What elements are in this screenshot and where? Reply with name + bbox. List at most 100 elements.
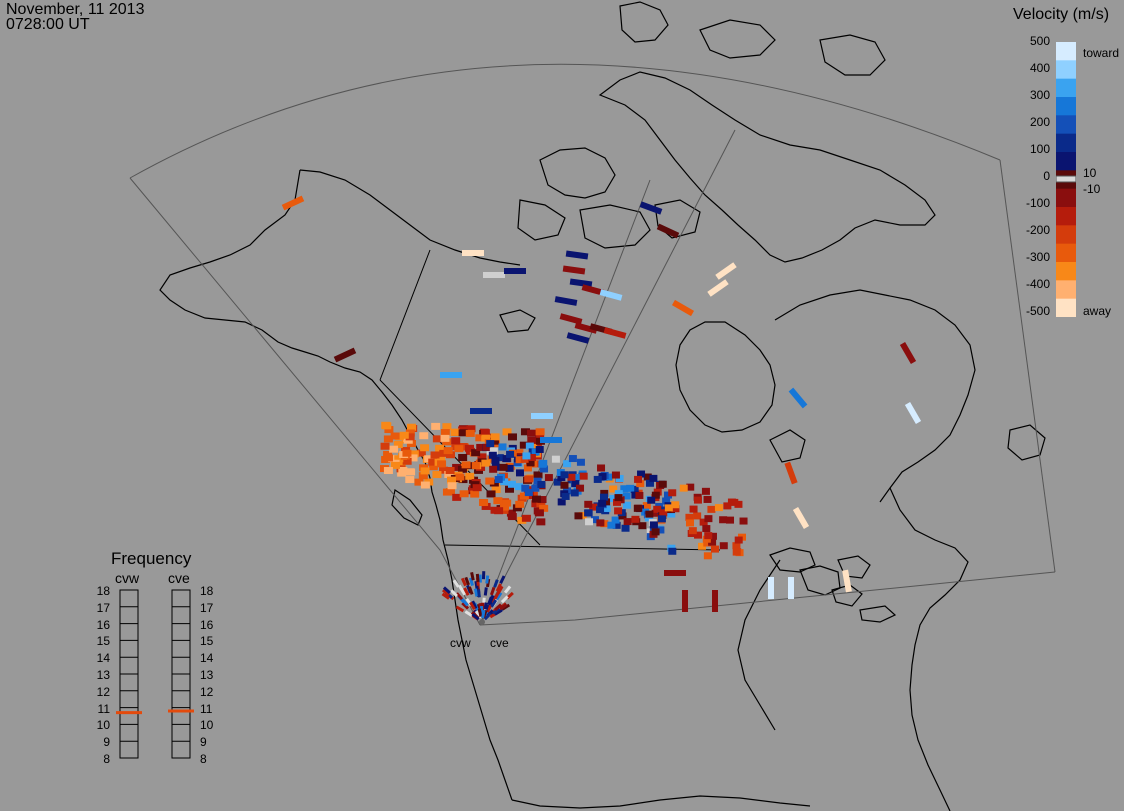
velocity-cell bbox=[489, 437, 499, 445]
frequency-tick-label: 9 bbox=[200, 735, 207, 750]
velocity-tick-label: -400 bbox=[1025, 277, 1050, 291]
velocity-cell bbox=[612, 498, 621, 506]
velocity-cell bbox=[505, 485, 515, 493]
near-range-cell bbox=[501, 603, 511, 611]
velocity-cell bbox=[682, 590, 688, 612]
velocity-cell bbox=[490, 433, 500, 441]
velocity-cell bbox=[566, 332, 590, 344]
velocity-cell bbox=[656, 223, 680, 239]
velocity-cell bbox=[649, 474, 658, 482]
frequency-tick-label: 12 bbox=[96, 684, 110, 699]
velocity-cell bbox=[899, 341, 917, 365]
velocity-cell bbox=[489, 479, 499, 487]
velocity-cell bbox=[464, 444, 474, 452]
velocity-cell bbox=[446, 476, 456, 484]
velocity-tick-label: 100 bbox=[1029, 142, 1050, 156]
velocity-cell bbox=[668, 489, 677, 497]
near-range-cell bbox=[488, 594, 495, 604]
velocity-cell bbox=[458, 429, 468, 437]
velocity-cell bbox=[439, 466, 449, 474]
near-range-cell bbox=[477, 589, 481, 598]
velocity-cell bbox=[521, 514, 531, 522]
near-range-cell bbox=[492, 607, 501, 615]
toward-label: toward bbox=[1083, 46, 1120, 60]
velocity-cell bbox=[402, 449, 412, 457]
frequency-tick-label: 9 bbox=[103, 735, 110, 750]
velocity-cell bbox=[502, 455, 511, 463]
near-range-cell bbox=[441, 592, 450, 600]
velocity-cell bbox=[792, 506, 810, 530]
velocity-cell bbox=[727, 498, 736, 506]
velocity-cell bbox=[842, 569, 852, 593]
velocity-cell bbox=[444, 470, 454, 478]
velocity-cell bbox=[614, 494, 623, 502]
velocity-cell bbox=[614, 490, 623, 498]
velocity-cell bbox=[445, 466, 455, 474]
velocity-cell bbox=[689, 505, 698, 513]
velocity-cell bbox=[420, 481, 430, 489]
velocity-cell bbox=[405, 468, 415, 476]
near-range-cell bbox=[464, 576, 470, 586]
frequency-tick-label: 10 bbox=[200, 718, 214, 733]
colorbar-segment bbox=[1056, 115, 1076, 135]
velocity-cell bbox=[560, 471, 569, 479]
colorbar-segment bbox=[1056, 78, 1076, 98]
frequency-tick-label: 14 bbox=[200, 651, 214, 666]
velocity-cell bbox=[904, 401, 922, 425]
velocity-cell bbox=[534, 509, 544, 517]
date-label: November, 11 2013 bbox=[6, 1, 145, 18]
velocity-cell bbox=[631, 491, 640, 499]
velocity-cell bbox=[701, 487, 710, 495]
velocity-cell bbox=[567, 473, 576, 481]
velocity-tick-label: 300 bbox=[1029, 88, 1050, 102]
velocity-cell bbox=[506, 450, 515, 458]
velocity-cell bbox=[457, 465, 467, 473]
velocity-cell bbox=[527, 453, 536, 461]
velocity-cell bbox=[455, 473, 465, 481]
frequency-tick-label: 8 bbox=[200, 752, 207, 766]
velocity-cell bbox=[482, 443, 491, 451]
velocity-cell bbox=[596, 519, 605, 527]
near-range-cell bbox=[489, 586, 496, 596]
near-range-cell bbox=[494, 603, 503, 612]
velocity-cell bbox=[596, 506, 605, 514]
colorbar-segment bbox=[1056, 152, 1076, 171]
velocity-cell bbox=[485, 477, 495, 485]
near-range-cell bbox=[471, 613, 480, 621]
velocity-cell bbox=[519, 441, 529, 449]
velocity-cell bbox=[734, 500, 743, 508]
velocity-cell bbox=[405, 433, 415, 441]
velocity-cell bbox=[507, 513, 517, 521]
velocity-cell bbox=[535, 432, 545, 440]
velocity-cell bbox=[488, 451, 497, 459]
velocity-cell bbox=[659, 509, 668, 517]
velocity-cell bbox=[498, 443, 507, 451]
velocity-cell bbox=[560, 481, 569, 489]
velocity-cell bbox=[527, 429, 537, 437]
near-range-cell bbox=[442, 588, 451, 597]
velocity-cell bbox=[470, 490, 480, 498]
velocity-cell bbox=[611, 471, 620, 479]
near-range-cell bbox=[490, 599, 498, 608]
velocity-cell bbox=[515, 500, 525, 508]
velocity-cell bbox=[658, 480, 667, 488]
near-range-cell bbox=[457, 584, 465, 593]
velocity-cell bbox=[515, 483, 524, 491]
velocity-cell bbox=[446, 451, 456, 459]
velocity-cell bbox=[281, 195, 305, 211]
near-range-cell bbox=[477, 608, 483, 617]
velocity-cell bbox=[734, 536, 743, 544]
velocity-cell bbox=[572, 474, 581, 482]
velocity-cell bbox=[644, 514, 653, 522]
velocity-cell bbox=[788, 387, 808, 409]
velocity-cell bbox=[626, 484, 635, 492]
velocity-cell bbox=[442, 438, 452, 446]
velocity-cell bbox=[420, 467, 430, 475]
velocity-cell bbox=[739, 517, 748, 525]
velocity-cell bbox=[642, 502, 651, 510]
frequency-tick-label: 11 bbox=[200, 701, 213, 716]
velocity-cell bbox=[521, 484, 530, 492]
velocity-cell bbox=[603, 327, 627, 339]
velocity-cell bbox=[599, 493, 608, 501]
velocity-cell bbox=[537, 496, 547, 504]
